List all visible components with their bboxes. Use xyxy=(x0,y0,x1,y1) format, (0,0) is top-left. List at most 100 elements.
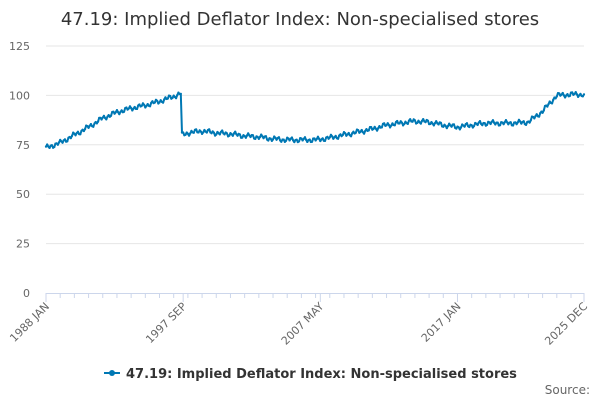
data-point[interactable] xyxy=(53,145,56,149)
data-point[interactable] xyxy=(422,118,425,121)
data-point[interactable] xyxy=(92,125,95,128)
data-point[interactable] xyxy=(581,95,584,98)
data-point[interactable] xyxy=(277,136,281,139)
data-point[interactable] xyxy=(115,109,119,112)
data-point[interactable] xyxy=(393,124,396,127)
data-point[interactable] xyxy=(282,138,285,141)
data-point[interactable] xyxy=(318,137,321,140)
data-point[interactable] xyxy=(174,97,178,100)
data-point[interactable] xyxy=(159,99,162,102)
data-point[interactable] xyxy=(433,122,437,125)
data-point[interactable] xyxy=(182,131,185,134)
data-point[interactable] xyxy=(163,98,166,101)
data-point[interactable] xyxy=(546,105,549,108)
data-point[interactable] xyxy=(568,94,571,98)
data-point[interactable] xyxy=(135,107,139,111)
data-point[interactable] xyxy=(262,137,265,140)
data-point[interactable] xyxy=(63,138,67,141)
data-point[interactable] xyxy=(444,124,447,128)
data-point[interactable] xyxy=(244,136,247,139)
data-point[interactable] xyxy=(516,121,519,124)
data-point[interactable] xyxy=(476,123,479,127)
data-point[interactable] xyxy=(161,101,165,104)
data-point[interactable] xyxy=(426,119,430,122)
data-point[interactable] xyxy=(99,116,102,119)
data-point[interactable] xyxy=(437,123,440,126)
data-point[interactable] xyxy=(119,110,122,113)
data-point[interactable] xyxy=(166,97,169,100)
data-point[interactable] xyxy=(365,128,368,131)
data-point[interactable] xyxy=(372,127,375,131)
data-point[interactable] xyxy=(264,135,268,138)
data-point[interactable] xyxy=(212,131,215,134)
data-point[interactable] xyxy=(542,109,545,112)
data-point[interactable] xyxy=(112,110,115,113)
data-point[interactable] xyxy=(503,121,506,124)
data-point[interactable] xyxy=(200,132,204,135)
data-point[interactable] xyxy=(314,139,317,142)
data-point[interactable] xyxy=(520,122,523,125)
data-point[interactable] xyxy=(101,116,104,119)
data-point[interactable] xyxy=(122,110,126,113)
data-point[interactable] xyxy=(386,122,389,125)
data-point[interactable] xyxy=(452,123,456,126)
data-point[interactable] xyxy=(323,139,327,142)
data-point[interactable] xyxy=(351,132,354,135)
data-point[interactable] xyxy=(485,123,489,126)
data-point[interactable] xyxy=(576,95,580,98)
data-point[interactable] xyxy=(413,119,417,122)
data-point[interactable] xyxy=(403,122,406,126)
data-point[interactable] xyxy=(430,120,433,124)
legend-label[interactable]: 47.19: Implied Deflator Index: Non-speci… xyxy=(126,367,517,382)
data-point[interactable] xyxy=(522,120,525,123)
data-point[interactable] xyxy=(74,134,77,137)
data-point[interactable] xyxy=(230,133,233,136)
data-point[interactable] xyxy=(258,135,262,139)
data-point[interactable] xyxy=(374,127,377,130)
data-point[interactable] xyxy=(566,93,569,96)
data-point[interactable] xyxy=(261,135,264,138)
data-point[interactable] xyxy=(385,124,388,127)
data-point[interactable] xyxy=(459,126,463,129)
data-point[interactable] xyxy=(331,135,334,138)
data-point[interactable] xyxy=(76,130,80,133)
data-point[interactable] xyxy=(148,105,152,108)
data-point[interactable] xyxy=(364,129,367,132)
data-point[interactable] xyxy=(326,135,329,138)
data-point[interactable] xyxy=(321,137,324,140)
data-point[interactable] xyxy=(245,134,249,137)
data-point[interactable] xyxy=(450,125,453,128)
data-point[interactable] xyxy=(455,127,458,130)
data-point[interactable] xyxy=(158,101,161,104)
data-point[interactable] xyxy=(295,138,298,141)
data-point[interactable] xyxy=(509,121,512,124)
data-point[interactable] xyxy=(511,124,515,127)
data-point[interactable] xyxy=(533,117,536,120)
data-point[interactable] xyxy=(302,137,305,140)
data-point[interactable] xyxy=(70,134,74,137)
data-point[interactable] xyxy=(502,123,505,126)
data-point[interactable] xyxy=(231,134,234,137)
data-point[interactable] xyxy=(561,91,564,95)
data-point[interactable] xyxy=(493,121,496,124)
data-point[interactable] xyxy=(367,129,370,132)
data-point[interactable] xyxy=(315,137,318,141)
data-point[interactable] xyxy=(69,137,72,140)
data-point[interactable] xyxy=(100,118,103,121)
data-point[interactable] xyxy=(96,120,100,123)
data-point[interactable] xyxy=(472,124,476,128)
data-point[interactable] xyxy=(203,128,206,132)
data-point[interactable] xyxy=(537,115,541,118)
data-point[interactable] xyxy=(445,126,448,130)
data-point[interactable] xyxy=(236,134,239,137)
data-point[interactable] xyxy=(287,137,290,140)
data-point[interactable] xyxy=(336,137,340,140)
data-point[interactable] xyxy=(48,146,51,150)
data-point[interactable] xyxy=(79,133,82,136)
data-point[interactable] xyxy=(145,104,148,108)
data-point[interactable] xyxy=(498,124,502,127)
data-point[interactable] xyxy=(478,120,482,123)
data-point[interactable] xyxy=(274,136,277,139)
data-point[interactable] xyxy=(187,134,191,137)
data-point[interactable] xyxy=(215,133,218,136)
